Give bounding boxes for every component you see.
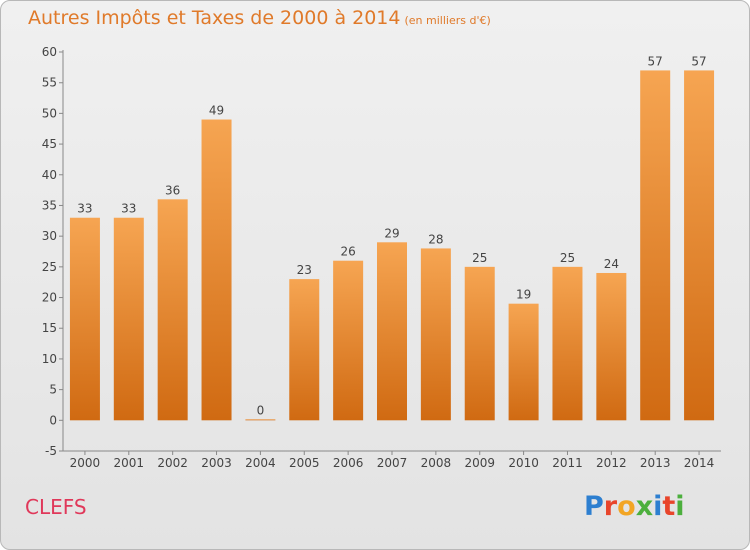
y-tick-label: 55 [42, 76, 57, 90]
data-label-2014: 57 [691, 54, 706, 68]
y-tick-label: 50 [42, 106, 57, 120]
bar-2009 [464, 266, 495, 421]
data-label-2000: 33 [77, 202, 92, 216]
x-tick-label: 2000 [70, 456, 101, 470]
logo-letter: x [635, 491, 654, 522]
y-tick-label: 20 [42, 291, 57, 305]
x-tick-label: 2010 [508, 456, 539, 470]
y-tick-label: 5 [49, 383, 57, 397]
data-label-2007: 29 [384, 226, 399, 240]
x-tick-label: 2012 [596, 456, 627, 470]
bar-2011 [552, 266, 583, 421]
bar-2000 [69, 217, 100, 421]
bar-2006 [333, 260, 364, 421]
data-label-2003: 49 [209, 104, 224, 118]
chart-title: Autres Impôts et Taxes de 2000 à 2014 (en… [28, 7, 491, 29]
y-tick-label: 15 [42, 321, 57, 335]
bar-2003 [201, 119, 232, 421]
x-tick-label: 2002 [157, 456, 188, 470]
y-tick-label: 60 [42, 45, 57, 59]
data-label-2002: 36 [165, 183, 180, 197]
bar-2002 [157, 199, 188, 421]
data-label-2011: 25 [560, 251, 575, 265]
data-label-2013: 57 [648, 54, 663, 68]
x-tick-label: 2001 [114, 456, 145, 470]
logo-letter: i [675, 491, 685, 522]
bar-2008 [420, 248, 451, 421]
axes: -5 0 5 10 15 20 25 30 35 40 45 50 55 60 2000 2001 2002 20… [42, 45, 721, 470]
data-label-2006: 26 [340, 245, 355, 259]
data-label-2005: 23 [297, 263, 312, 277]
bar-2004 [245, 419, 276, 421]
x-tick-label: 2013 [640, 456, 671, 470]
bar-2013 [640, 70, 671, 421]
data-label-2001: 33 [121, 202, 136, 216]
data-label-2004: 0 [257, 403, 265, 417]
chart-subtitle: (en milliers d'€) [404, 14, 491, 27]
x-tick-label: 2014 [684, 456, 715, 470]
data-label-2009: 25 [472, 251, 487, 265]
y-tick-label: 35 [42, 198, 57, 212]
bar-2010 [508, 303, 539, 421]
bar-2007 [377, 242, 407, 421]
x-tick-label: 2011 [552, 456, 583, 470]
data-label-2008: 28 [428, 232, 443, 246]
x-tick-label: 2008 [421, 456, 452, 470]
bar-2012 [596, 272, 627, 421]
data-labels: 33 33 36 49 0 23 26 29 28 25 19 25 24 57 57 [77, 54, 706, 417]
logo-letter: o [617, 491, 636, 522]
bars [69, 70, 715, 421]
y-tick-label: 0 [49, 413, 57, 427]
town-name: CLEFS [25, 495, 87, 519]
x-tick-label: 2009 [464, 456, 495, 470]
y-tick-label: 10 [42, 352, 57, 366]
y-tick-label: -5 [45, 444, 57, 458]
data-label-2012: 24 [604, 257, 619, 271]
logo-letter: P [584, 491, 604, 522]
logo-letter: i [653, 491, 663, 522]
bar-2001 [113, 217, 144, 421]
logo-letter: t [662, 491, 676, 522]
bar-2014 [684, 70, 715, 421]
logo-letter: r [603, 491, 618, 522]
y-tick-label: 25 [42, 260, 57, 274]
x-tick-label: 2005 [289, 456, 320, 470]
x-tick-label: 2006 [333, 456, 364, 470]
bar-2005 [289, 279, 320, 421]
data-label-2010: 19 [516, 288, 531, 302]
proxiti-logo: Proxiti [584, 491, 685, 522]
x-tick-label: 2003 [201, 456, 232, 470]
y-tick-label: 45 [42, 137, 57, 151]
y-tick-label: 40 [42, 168, 57, 182]
x-tick-label: 2007 [377, 456, 408, 470]
x-tick-label: 2004 [245, 456, 276, 470]
y-tick-label: 30 [42, 229, 57, 243]
